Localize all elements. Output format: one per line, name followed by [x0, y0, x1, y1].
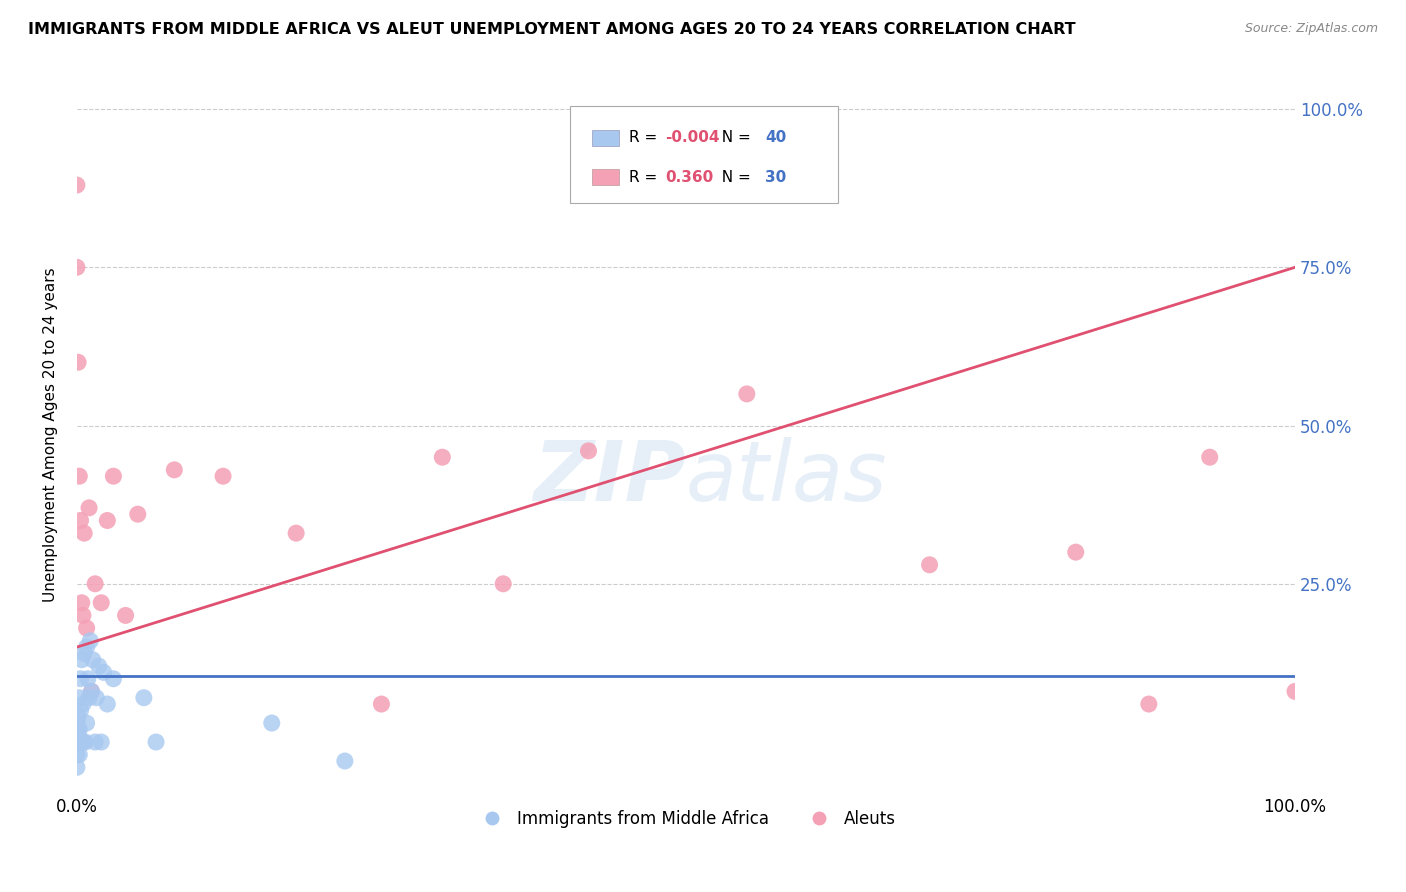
Point: [87, 659, 110, 673]
Text: N =: N =: [711, 130, 755, 145]
Point: [260, 716, 283, 731]
Point: [735, 387, 758, 401]
Text: IMMIGRANTS FROM MIDDLE AFRICA VS ALEUT UNEMPLOYMENT AMONG AGES 20 TO 24 YEARS CO: IMMIGRANTS FROM MIDDLE AFRICA VS ALEUT U…: [28, 22, 1076, 37]
Point: [1064, 545, 1087, 559]
Point: [77, 690, 100, 705]
Point: [285, 526, 308, 541]
Point: [114, 608, 136, 623]
FancyBboxPatch shape: [571, 106, 838, 202]
Text: ZIP: ZIP: [533, 437, 686, 518]
Text: R =: R =: [628, 169, 662, 185]
Point: [90, 735, 112, 749]
Point: [69, 514, 91, 528]
Text: -0.004: -0.004: [665, 130, 720, 145]
Text: Source: ZipAtlas.com: Source: ZipAtlas.com: [1244, 22, 1378, 36]
Point: [84, 735, 107, 749]
Point: [1198, 450, 1220, 465]
Point: [67, 723, 90, 737]
Point: [90, 596, 112, 610]
Point: [66, 735, 89, 749]
Point: [70, 735, 93, 749]
Point: [370, 697, 392, 711]
Point: [67, 723, 90, 737]
Point: [96, 514, 118, 528]
Point: [80, 684, 103, 698]
Point: [67, 690, 90, 705]
Text: 0.360: 0.360: [665, 169, 713, 185]
Point: [84, 576, 107, 591]
Point: [578, 443, 600, 458]
Point: [70, 596, 93, 610]
Point: [77, 500, 100, 515]
Text: 40: 40: [765, 130, 786, 145]
Point: [86, 690, 108, 705]
Point: [82, 653, 104, 667]
Point: [75, 735, 97, 749]
Point: [918, 558, 941, 572]
Point: [67, 355, 90, 369]
Point: [132, 690, 155, 705]
Y-axis label: Unemployment Among Ages 20 to 24 years: Unemployment Among Ages 20 to 24 years: [44, 268, 58, 602]
Point: [67, 709, 90, 723]
Point: [212, 469, 235, 483]
Bar: [592, 130, 619, 145]
Point: [66, 178, 89, 192]
Point: [67, 729, 90, 743]
Text: atlas: atlas: [686, 437, 887, 518]
Point: [67, 469, 90, 483]
Point: [96, 697, 118, 711]
Point: [73, 526, 96, 541]
Point: [67, 735, 90, 749]
Point: [66, 729, 89, 743]
Point: [76, 716, 98, 731]
Point: [1284, 684, 1306, 698]
Point: [69, 703, 91, 717]
Point: [67, 735, 90, 749]
Bar: [592, 169, 619, 186]
Point: [67, 747, 90, 762]
Point: [163, 463, 186, 477]
Point: [93, 665, 115, 680]
Point: [70, 653, 93, 667]
Point: [1137, 697, 1160, 711]
Point: [72, 608, 94, 623]
Point: [432, 450, 454, 465]
Point: [69, 735, 91, 749]
Point: [76, 640, 98, 654]
Text: N =: N =: [711, 169, 755, 185]
Point: [333, 754, 356, 768]
Point: [80, 684, 103, 698]
Point: [76, 621, 98, 635]
Point: [66, 760, 89, 774]
Text: 30: 30: [765, 169, 786, 185]
Point: [66, 716, 89, 731]
Point: [66, 260, 89, 275]
Point: [73, 647, 96, 661]
Point: [69, 672, 91, 686]
Point: [76, 672, 98, 686]
Point: [72, 697, 94, 711]
Text: R =: R =: [628, 130, 662, 145]
Point: [66, 747, 89, 762]
Point: [127, 507, 149, 521]
Legend: Immigrants from Middle Africa, Aleuts: Immigrants from Middle Africa, Aleuts: [470, 803, 903, 834]
Point: [103, 672, 125, 686]
Point: [103, 469, 125, 483]
Point: [492, 576, 515, 591]
Point: [72, 735, 94, 749]
Point: [145, 735, 167, 749]
Point: [79, 633, 101, 648]
